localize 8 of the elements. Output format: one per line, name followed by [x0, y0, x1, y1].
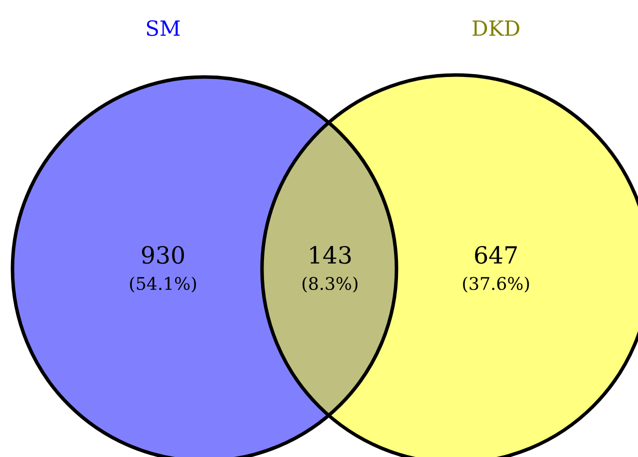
category-label: SM: [146, 20, 180, 36]
data-label: 930: [142, 246, 184, 264]
data-label: 647: [475, 246, 517, 264]
text: (8.3%): [302, 276, 358, 292]
data-label: 143: [310, 246, 351, 264]
category-label: DKD: [472, 20, 520, 36]
text: (54.1%): [130, 276, 196, 292]
text: (37.6%): [463, 276, 529, 292]
